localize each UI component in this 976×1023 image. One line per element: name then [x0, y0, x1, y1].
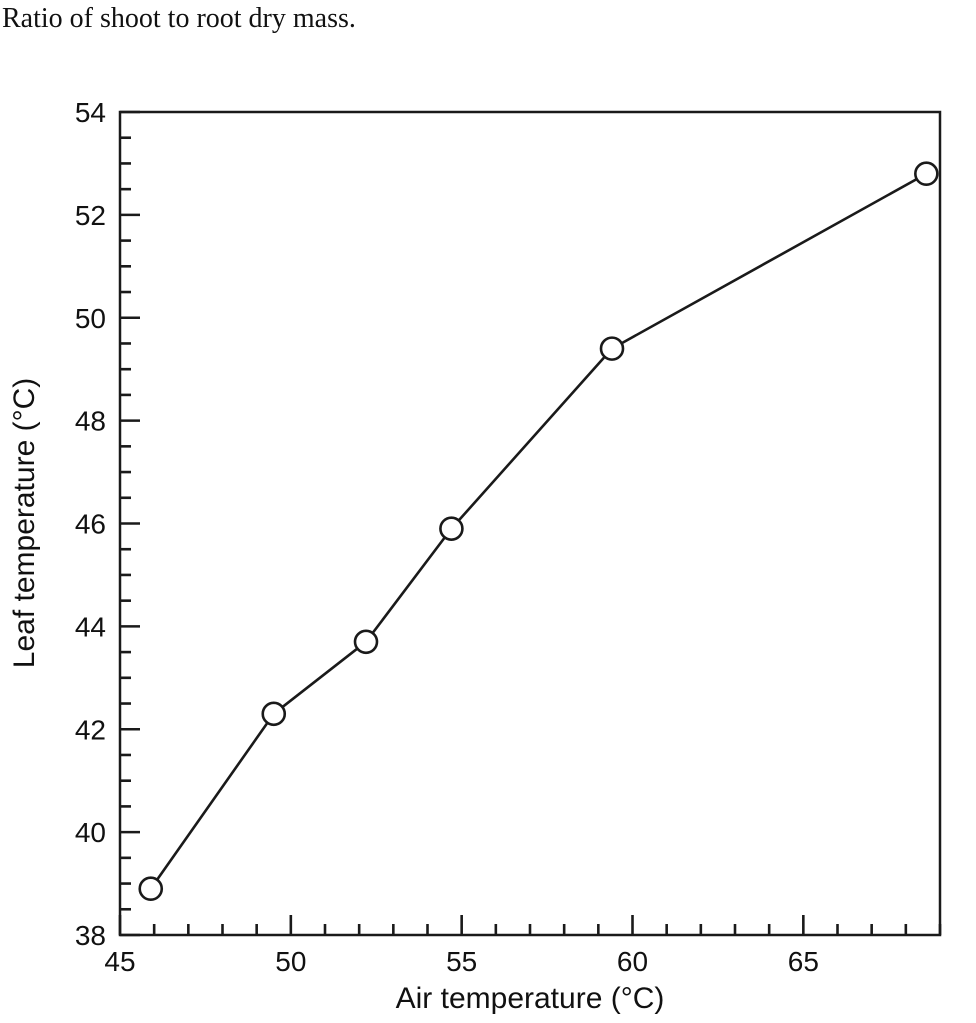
x-tick-label: 45	[104, 946, 135, 977]
y-tick-label: 40	[75, 817, 106, 848]
axis-ticks: 45 50 55 60 65 38 40 42 44 46 48 50 52 54	[75, 97, 942, 977]
figure-footnote: Ratio of shoot to root dry mass.	[2, 3, 356, 34]
y-tick-label: 38	[75, 920, 106, 951]
data-point-marker	[138, 876, 164, 902]
data-point-marker	[261, 701, 287, 727]
series-line	[149, 172, 928, 891]
data-series	[138, 161, 939, 902]
x-axis-title: Air temperature (°C)	[396, 982, 665, 1015]
x-tick-label: 55	[446, 946, 477, 977]
y-axis-title: Leaf temperature (°C)	[8, 378, 41, 668]
x-tick-label: 65	[788, 946, 819, 977]
y-tick-label: 52	[75, 200, 106, 231]
y-tick-label: 46	[75, 509, 106, 540]
data-point-marker	[599, 336, 625, 361]
y-tick-label: 48	[75, 406, 106, 437]
data-point-marker	[914, 161, 939, 187]
y-tick-label: 44	[75, 611, 106, 642]
y-tick-label: 42	[75, 714, 106, 745]
y-tick-label: 54	[75, 97, 106, 128]
x-tick-label: 60	[617, 946, 648, 977]
y-tick-label: 50	[75, 303, 106, 334]
data-point-marker	[353, 629, 379, 655]
data-point-marker	[439, 516, 464, 541]
x-tick-label: 50	[275, 946, 306, 977]
